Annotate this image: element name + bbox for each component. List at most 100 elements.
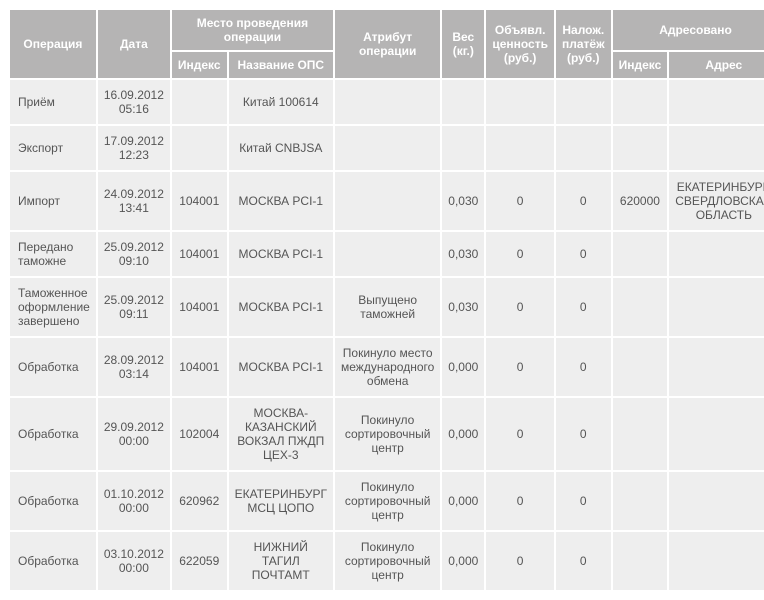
cell-cod: 0 [556,532,611,590]
cell-cod: 0 [556,338,611,396]
cell-date: 28.09.2012 03:14 [98,338,170,396]
cell-weight: 0,030 [442,172,484,230]
cell-index [172,126,227,170]
cell-declared: 0 [486,172,554,230]
cell-addr [669,80,764,124]
cell-ops: МОСКВА PCI-1 [229,338,333,396]
cell-cod: 0 [556,172,611,230]
cell-op: Обработка [10,472,96,530]
th-declared-value: Объявл. ценность (руб.) [486,10,554,78]
cell-cod: 0 [556,472,611,530]
table-row: Импорт24.09.2012 13:41104001МОСКВА PCI-1… [10,172,764,230]
cell-ops: МОСКВА-КАЗАНСКИЙ ВОКЗАЛ ПЖДП ЦЕХ-3 [229,398,333,470]
cell-attr [335,80,440,124]
th-operation: Операция [10,10,96,78]
cell-addr_idx [613,80,668,124]
cell-cod: 0 [556,232,611,276]
cell-weight: 0,030 [442,278,484,336]
cell-declared: 0 [486,398,554,470]
cell-attr: Покинуло место международного обмена [335,338,440,396]
th-index: Индекс [172,52,227,78]
cell-addr [669,278,764,336]
table-row: Обработка03.10.2012 00:00622059НИЖНИЙ ТА… [10,532,764,590]
cell-date: 25.09.2012 09:10 [98,232,170,276]
cell-op: Обработка [10,338,96,396]
cell-attr [335,232,440,276]
cell-index: 620962 [172,472,227,530]
cell-index: 102004 [172,398,227,470]
cell-ops: МОСКВА PCI-1 [229,172,333,230]
cell-op: Импорт [10,172,96,230]
cell-cod: 0 [556,278,611,336]
cell-addr [669,398,764,470]
cell-weight: 0,000 [442,338,484,396]
cell-ops: НИЖНИЙ ТАГИЛ ПОЧТАМТ [229,532,333,590]
cell-declared [486,126,554,170]
cell-op: Таможенное оформление завершено [10,278,96,336]
table-row: Обработка28.09.2012 03:14104001МОСКВА PC… [10,338,764,396]
th-ops-name: Название ОПС [229,52,333,78]
cell-date: 24.09.2012 13:41 [98,172,170,230]
cell-weight: 0,000 [442,532,484,590]
cell-addr_idx [613,532,668,590]
cell-weight: 0,030 [442,232,484,276]
cell-addr [669,232,764,276]
table-body: Приём16.09.2012 05:16Китай 100614Экспорт… [10,80,764,590]
cell-addr_idx [613,232,668,276]
cell-attr: Выпущено таможней [335,278,440,336]
cell-addr: ЕКАТЕРИНБУРГ, СВЕРДЛОВСКАЯ ОБЛАСТЬ [669,172,764,230]
th-attribute: Атрибут операции [335,10,440,78]
cell-op: Экспорт [10,126,96,170]
cell-addr_idx [613,338,668,396]
th-location-group: Место проведения операции [172,10,333,50]
cell-date: 17.09.2012 12:23 [98,126,170,170]
cell-declared: 0 [486,472,554,530]
table-row: Таможенное оформление завершено25.09.201… [10,278,764,336]
cell-ops: Китай 100614 [229,80,333,124]
th-addressed-group: Адресовано [613,10,764,50]
cell-ops: ЕКАТЕРИНБУРГ МСЦ ЦОПО [229,472,333,530]
th-addr: Адрес [669,52,764,78]
cell-cod [556,126,611,170]
cell-date: 29.09.2012 00:00 [98,398,170,470]
cell-index [172,80,227,124]
th-weight: Вес (кг.) [442,10,484,78]
cell-addr_idx: 620000 [613,172,668,230]
cell-ops: Китай CNBJSA [229,126,333,170]
cell-declared: 0 [486,232,554,276]
cell-op: Обработка [10,532,96,590]
cell-cod: 0 [556,398,611,470]
cell-weight [442,126,484,170]
cell-cod [556,80,611,124]
cell-op: Приём [10,80,96,124]
cell-addr_idx [613,398,668,470]
cell-declared [486,80,554,124]
cell-addr [669,472,764,530]
table-row: Обработка01.10.2012 00:00620962ЕКАТЕРИНБ… [10,472,764,530]
cell-ops: МОСКВА PCI-1 [229,278,333,336]
cell-index: 622059 [172,532,227,590]
cell-attr: Покинуло сортировочный центр [335,532,440,590]
table-row: Экспорт17.09.2012 12:23 Китай CNBJSA [10,126,764,170]
cell-weight: 0,000 [442,472,484,530]
cell-date: 03.10.2012 00:00 [98,532,170,590]
cell-op: Передано таможне [10,232,96,276]
cell-addr [669,126,764,170]
th-addr-index: Индекс [613,52,668,78]
cell-date: 01.10.2012 00:00 [98,472,170,530]
cell-index: 104001 [172,172,227,230]
cell-index: 104001 [172,232,227,276]
cell-attr [335,172,440,230]
cell-declared: 0 [486,338,554,396]
cell-weight [442,80,484,124]
cell-ops: МОСКВА PCI-1 [229,232,333,276]
table-row: Приём16.09.2012 05:16 Китай 100614 [10,80,764,124]
tracking-table: Операция Дата Место проведения операции … [8,8,764,592]
table-row: Обработка29.09.2012 00:00102004МОСКВА-КА… [10,398,764,470]
th-cod: Налож. платёж (руб.) [556,10,611,78]
cell-date: 16.09.2012 05:16 [98,80,170,124]
cell-attr [335,126,440,170]
cell-addr [669,532,764,590]
cell-addr [669,338,764,396]
cell-attr: Покинуло сортировочный центр [335,472,440,530]
